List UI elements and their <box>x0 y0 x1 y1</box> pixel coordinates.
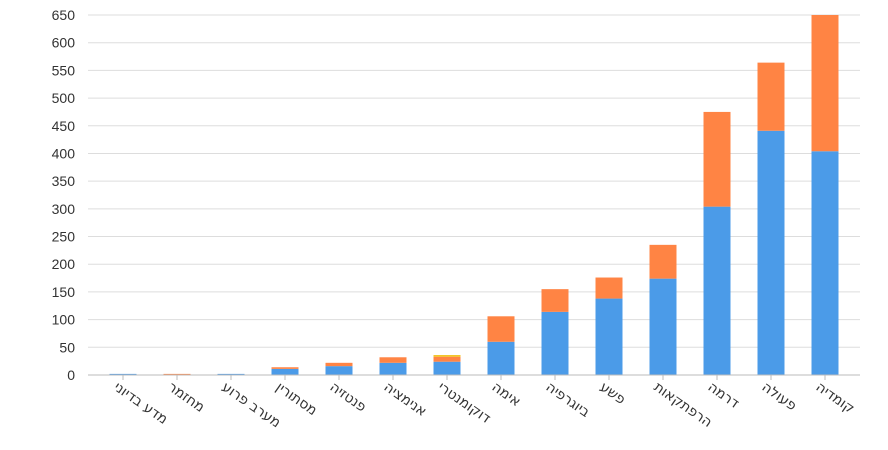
y-tick-label: 150 <box>52 284 76 300</box>
bar-segment <box>649 244 677 279</box>
bar-segment <box>757 62 785 131</box>
x-tick-label: דוקומנטרי <box>435 379 494 427</box>
y-tick-label: 50 <box>59 339 75 355</box>
x-tick-label: מערב פרוע <box>219 379 284 431</box>
x-tick-label: אנימציה <box>381 379 430 420</box>
bar-segment <box>811 15 839 152</box>
y-tick-label: 300 <box>52 201 76 217</box>
x-tick-label: פשע <box>597 379 629 408</box>
bar-segment <box>325 362 353 367</box>
x-tick-label: דרמה <box>705 379 742 412</box>
x-tick-label: מדע בדיוני <box>111 379 171 428</box>
y-tick-label: 550 <box>52 62 76 78</box>
bar-segment <box>541 311 569 375</box>
bar-segment <box>433 361 461 375</box>
x-tick-label: אימה <box>489 379 524 410</box>
bar-segment <box>217 373 245 375</box>
x-tick-label: קומדיה <box>813 379 858 417</box>
y-tick-label: 100 <box>52 312 76 328</box>
y-tick-label: 200 <box>52 256 76 272</box>
bar-segment <box>379 357 407 363</box>
bar-segment <box>541 289 569 312</box>
bar-segment <box>379 362 407 375</box>
bar-segment <box>487 316 515 342</box>
y-axis-ticks: 0 50 100 150 200 250 300 350 400 450 500 550 600 650 <box>52 7 76 383</box>
y-tick-label: 350 <box>52 173 76 189</box>
y-tick-label: 0 <box>67 367 75 383</box>
bar-segment <box>595 277 623 299</box>
bar-segment <box>757 130 785 375</box>
bar-segment <box>271 367 299 369</box>
bar-segment <box>271 368 299 375</box>
x-tick-label: פעולה <box>759 379 800 414</box>
bar-segment <box>433 355 461 357</box>
y-tick-label: 650 <box>52 7 76 23</box>
y-tick-label: 250 <box>52 229 76 245</box>
y-tick-label: 500 <box>52 90 76 106</box>
bar-segment <box>163 373 191 375</box>
x-tick-label: פנטזיה <box>327 379 369 415</box>
x-tick-label: ביוגרפיה <box>543 379 593 421</box>
bar-segment <box>649 278 677 375</box>
y-tick-label: 450 <box>52 118 76 134</box>
bars <box>109 15 839 375</box>
bar-segment <box>325 366 353 375</box>
x-tick-label: מחזמר <box>165 379 208 416</box>
gridlines <box>88 14 860 348</box>
x-tick-label: מסתורין <box>273 379 320 419</box>
x-tick-label: הרפתקאות <box>651 379 715 431</box>
bar-segment <box>433 356 461 362</box>
bar-segment <box>703 206 731 375</box>
bar-segment <box>109 373 137 375</box>
y-tick-label: 400 <box>52 145 76 161</box>
bar-segment <box>703 111 731 207</box>
bar-segment <box>811 151 839 375</box>
bar-segment <box>595 298 623 375</box>
bar-segment <box>487 341 515 375</box>
y-tick-label: 600 <box>52 35 76 51</box>
